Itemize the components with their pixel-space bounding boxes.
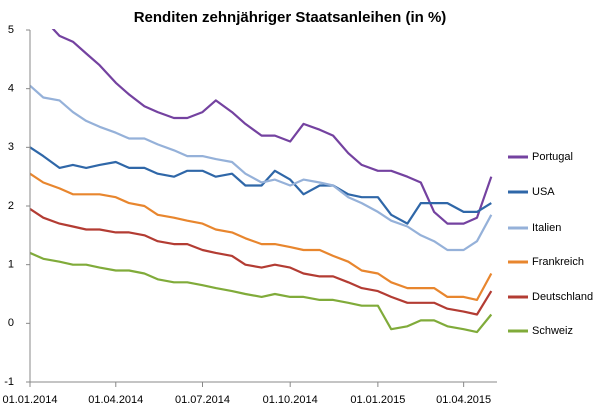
legend-label: Frankreich bbox=[532, 256, 584, 268]
x-tick-label: 01.04.2015 bbox=[436, 394, 491, 406]
x-tick-label: 01.04.2014 bbox=[88, 394, 143, 406]
y-tick-label: 3 bbox=[8, 141, 14, 153]
x-tick-label: 01.01.2015 bbox=[350, 394, 405, 406]
plot-area bbox=[30, 29, 493, 334]
series-line bbox=[30, 172, 493, 301]
legend-label: Portugal bbox=[532, 151, 573, 163]
y-tick-label: 1 bbox=[8, 259, 14, 271]
series-line bbox=[30, 146, 492, 225]
legend-label: Schweiz bbox=[532, 325, 573, 337]
series-line bbox=[30, 84, 493, 252]
x-tick-label: 01.10.2014 bbox=[263, 394, 318, 406]
legend-label: Deutschland bbox=[532, 291, 593, 303]
x-tick-label: 01.01.2014 bbox=[2, 394, 57, 406]
y-tick-label: 2 bbox=[8, 200, 14, 212]
y-tick-label: -1 bbox=[4, 376, 14, 388]
y-tick-label: 5 bbox=[8, 24, 14, 36]
series-line bbox=[30, 251, 493, 334]
series-line bbox=[51, 29, 493, 225]
legend-label: Italien bbox=[532, 222, 561, 234]
chart-title: Renditen zehnjähriger Staatsanleihen (in… bbox=[134, 9, 447, 26]
y-tick-label: 4 bbox=[8, 83, 14, 95]
y-tick-label: 0 bbox=[8, 317, 14, 329]
x-tick-label: 01.07.2014 bbox=[175, 394, 230, 406]
series-line bbox=[30, 207, 493, 316]
legend-label: USA bbox=[532, 186, 555, 198]
